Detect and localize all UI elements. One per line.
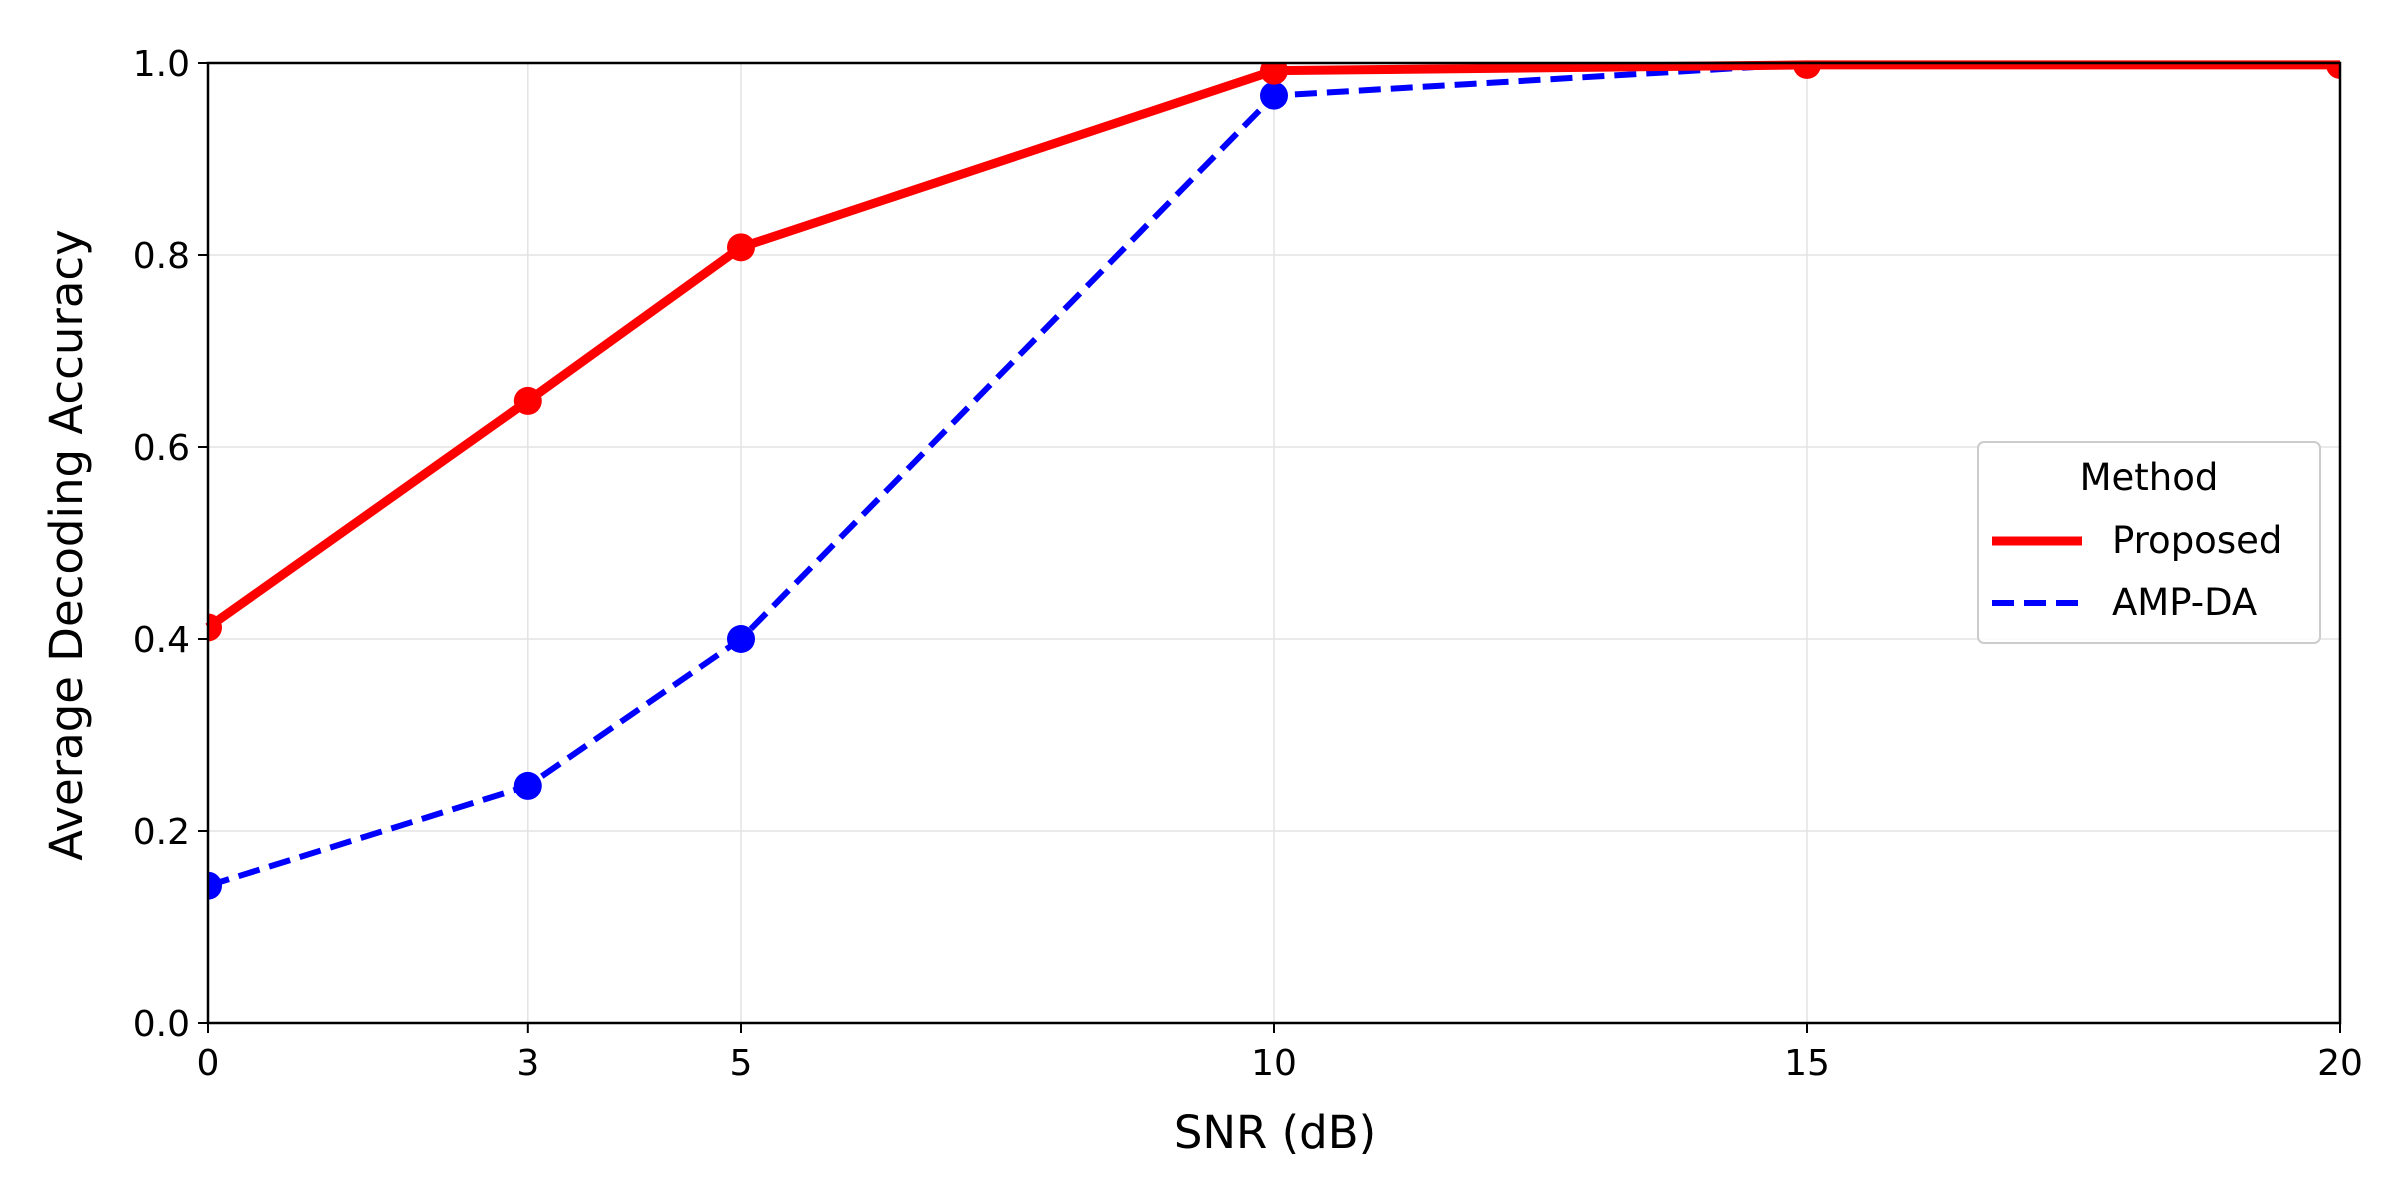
- legend-label-proposed: Proposed: [2112, 519, 2282, 562]
- x-axis-label: SNR (dB): [1174, 1106, 1376, 1159]
- x-tick-label: 10: [1251, 1043, 1297, 1084]
- legend: Method Proposed AMP-DA: [1977, 441, 2321, 644]
- legend-label-amp-da: AMP-DA: [2112, 581, 2257, 624]
- data-point-amp-da: [727, 625, 755, 653]
- y-tick-label: 0.8: [133, 236, 190, 277]
- x-tick-label: 3: [516, 1043, 539, 1084]
- x-tick-label: 15: [1784, 1043, 1830, 1084]
- y-axis-label: Average Decoding Accuracy: [40, 229, 93, 861]
- y-axis-ticks: 0.0 0.2 0.4 0.6 0.8 1.0: [133, 44, 208, 1045]
- data-point-proposed: [513, 386, 542, 415]
- data-point-proposed: [727, 233, 755, 262]
- data-point-amp-da: [1260, 81, 1288, 110]
- y-tick-label: 0.2: [133, 812, 190, 853]
- x-tick-label: 5: [730, 1043, 753, 1084]
- legend-title: Method: [2080, 456, 2219, 499]
- y-tick-label: 0.6: [133, 428, 190, 469]
- x-tick-label: 20: [2317, 1043, 2363, 1084]
- series-line-amp-da: [207, 60, 2340, 889]
- data-point-proposed: [1793, 63, 1821, 79]
- x-tick-label: 0: [197, 1043, 220, 1084]
- series-layer: [205, 60, 2340, 900]
- legend-box: [1977, 441, 2321, 644]
- data-point-proposed: [1260, 63, 1288, 85]
- data-point-proposed: [208, 613, 222, 642]
- y-tick-label: 0.0: [133, 1004, 190, 1045]
- x-axis-ticks: 0 3 5 10 15 20: [197, 1023, 2363, 1084]
- y-tick-label: 0.4: [133, 620, 190, 661]
- data-point-amp-da: [208, 871, 222, 900]
- data-point-amp-da: [513, 771, 542, 800]
- series-line-proposed: [205, 60, 2340, 632]
- data-point-proposed: [2326, 63, 2340, 79]
- y-tick-label: 1.0: [133, 44, 190, 85]
